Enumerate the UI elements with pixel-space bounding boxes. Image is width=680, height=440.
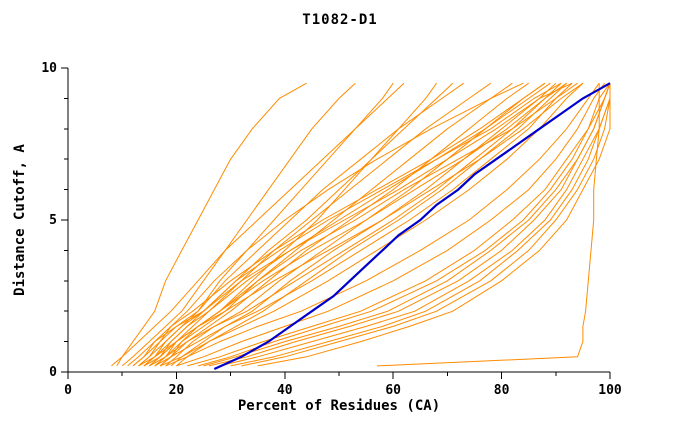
model-curve (159, 82, 584, 367)
model-curve (208, 83, 611, 367)
model-curve (132, 82, 394, 367)
model-curve (132, 82, 546, 367)
chart-title: T1082-D1 (302, 12, 378, 28)
model-curve (159, 82, 578, 367)
model-curve (187, 82, 611, 367)
model-curve (170, 82, 557, 367)
model-curve (257, 83, 611, 367)
x-tick-label: 100 (598, 383, 622, 398)
x-tick-label: 0 (64, 383, 72, 398)
model-curve (376, 83, 600, 367)
model-curve (230, 83, 611, 367)
model-curve (111, 82, 405, 367)
model-curve (176, 82, 567, 367)
model-curve (241, 83, 611, 367)
model-curve (138, 82, 524, 367)
model-curve (138, 82, 573, 367)
model-curve (159, 82, 529, 367)
model-curve (154, 82, 573, 367)
y-tick-label: 0 (49, 365, 57, 380)
model-curve (197, 83, 611, 367)
model-curve (165, 82, 600, 367)
model-curve (116, 82, 307, 367)
x-tick-label: 60 (385, 383, 401, 398)
x-tick-label: 40 (277, 383, 293, 398)
model-curve (149, 82, 562, 367)
model-curve (143, 82, 584, 367)
y-tick-label: 10 (41, 61, 57, 76)
model-curve (176, 82, 606, 367)
highlight-curve (213, 82, 611, 371)
x-axis-label: Percent of Residues (CA) (237, 398, 441, 414)
model-curve (148, 82, 562, 367)
model-curve (165, 82, 546, 367)
x-tick-label: 20 (169, 383, 185, 398)
y-tick-label: 5 (49, 213, 57, 228)
x-tick-label: 80 (494, 383, 510, 398)
